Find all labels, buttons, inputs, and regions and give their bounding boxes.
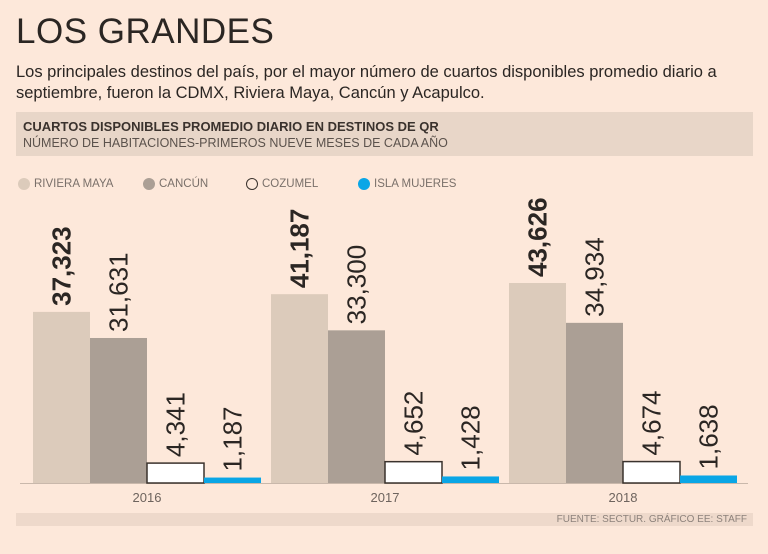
legend-label: COZUMEL bbox=[262, 178, 319, 190]
bar-isla-mujeres-2018 bbox=[680, 475, 737, 483]
page-subtitle: Los principales destinos del país, por e… bbox=[16, 63, 717, 102]
page-title: LOS GRANDES bbox=[16, 12, 275, 51]
legend-cozumel: COZUMEL bbox=[246, 178, 318, 190]
legend-swatch bbox=[143, 178, 155, 190]
legend-label: ISLA MUJERES bbox=[374, 178, 457, 190]
bar-cozumel-2016 bbox=[146, 462, 205, 484]
legend-isla-mujeres: ISLA MUJERES bbox=[358, 178, 456, 190]
bar-cancún-2018 bbox=[566, 322, 623, 483]
data-label: 1,638 bbox=[694, 404, 724, 469]
chart-subtitle: NÚMERO DE HABITACIONES-PRIMEROS NUEVE ME… bbox=[23, 136, 448, 150]
data-label: 34,934 bbox=[580, 237, 610, 317]
chart-header: CUARTOS DISPONIBLES PROMEDIO DIARIO EN D… bbox=[16, 112, 753, 156]
legend-swatch bbox=[18, 178, 30, 190]
legend-swatch bbox=[358, 178, 370, 190]
x-tick-label: 2016 bbox=[133, 490, 162, 505]
data-label: 4,652 bbox=[399, 391, 429, 456]
legend-cancun: CANCÚN bbox=[143, 178, 208, 190]
data-label: 43,626 bbox=[523, 197, 553, 277]
bar-cozumel-2018 bbox=[622, 460, 681, 484]
legend-label: CANCÚN bbox=[159, 178, 209, 190]
data-label: 33,300 bbox=[342, 245, 372, 325]
legend-swatch bbox=[246, 178, 258, 190]
data-label: 1,428 bbox=[456, 405, 486, 470]
source-note: FUENTE: SECTUR. GRÁFICO EE: STAFF bbox=[16, 513, 753, 526]
x-tick-label: 2017 bbox=[371, 490, 400, 505]
legend-label: RIVIERA MAYA bbox=[34, 178, 114, 190]
data-label: 4,674 bbox=[637, 390, 667, 455]
bar-riviera-maya-2018 bbox=[509, 283, 566, 483]
legend-riviera-maya: RIVIERA MAYA bbox=[18, 178, 113, 190]
bar-isla-mujeres-2017 bbox=[442, 476, 499, 483]
bar-riviera-maya-2016 bbox=[33, 311, 90, 483]
bar-cozumel-2017 bbox=[384, 460, 443, 484]
data-label: 31,631 bbox=[104, 252, 134, 332]
bar-cancún-2017 bbox=[328, 330, 385, 483]
x-tick-label: 2018 bbox=[609, 490, 638, 505]
bar-cancún-2016 bbox=[90, 337, 147, 483]
data-label: 41,187 bbox=[285, 209, 315, 289]
data-label: 4,341 bbox=[161, 392, 191, 457]
chart-title: CUARTOS DISPONIBLES PROMEDIO DIARIO EN D… bbox=[23, 119, 439, 134]
data-label: 37,323 bbox=[47, 226, 77, 306]
bar-riviera-maya-2017 bbox=[271, 294, 328, 483]
data-label: 1,187 bbox=[218, 406, 248, 471]
bar-isla-mujeres-2016 bbox=[204, 477, 261, 483]
